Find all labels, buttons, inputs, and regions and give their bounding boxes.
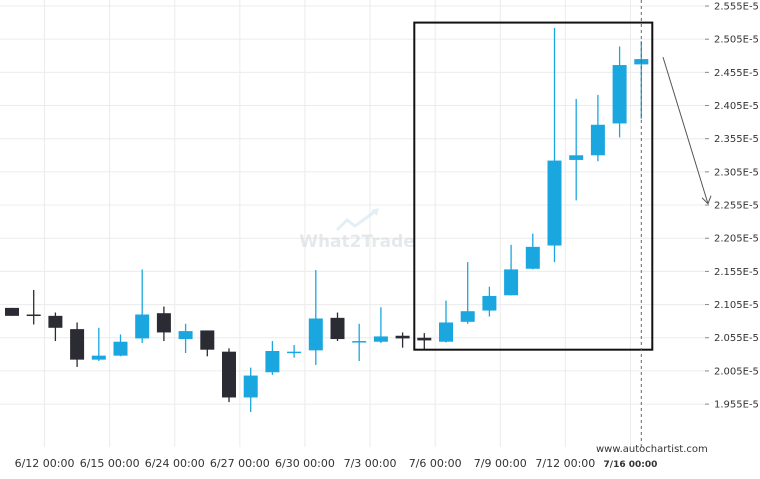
x-tick-label: 6/30 00:00 xyxy=(275,457,335,470)
x-axis: 6/12 00:00 6/15 00:00 6/24 00:00 6/27 00:00… xyxy=(15,457,658,470)
candle-body xyxy=(200,330,215,350)
forecast-arrow-head-icon xyxy=(701,195,712,205)
y-tick-label: 1.955E-5 xyxy=(714,400,759,411)
candle xyxy=(373,307,388,344)
candle-body xyxy=(243,375,258,398)
candle xyxy=(5,307,19,316)
candle-body xyxy=(91,355,106,360)
candle-body xyxy=(460,311,475,322)
x-tick-label: 7/3 00:00 xyxy=(344,457,397,470)
candle xyxy=(330,312,345,342)
x-tick-label: 6/24 00:00 xyxy=(145,457,205,470)
forecast-arrow-line xyxy=(662,56,709,204)
candle-body xyxy=(26,314,41,317)
candle xyxy=(352,323,367,361)
y-tick-label: 2.555E-5 xyxy=(714,2,759,13)
x-tick-label: 7/6 00:00 xyxy=(409,457,462,470)
y-tick-label: 2.405E-5 xyxy=(714,101,759,112)
x-tick-label: 7/9 00:00 xyxy=(474,457,527,470)
candle xyxy=(525,233,540,270)
candle xyxy=(569,98,584,201)
candle xyxy=(417,333,432,350)
y-tick-label: 2.155E-5 xyxy=(714,267,759,278)
candle-body xyxy=(569,155,584,160)
x-tick-label: 7/12 00:00 xyxy=(535,457,595,470)
candle xyxy=(135,269,150,344)
candle-body xyxy=(590,124,605,156)
candle xyxy=(70,322,85,367)
candle-body xyxy=(308,318,323,351)
candle xyxy=(460,262,475,324)
candle xyxy=(547,27,562,263)
candle-body xyxy=(222,351,236,398)
candle-body xyxy=(373,336,388,342)
pattern-overlay xyxy=(413,0,712,447)
candle xyxy=(26,289,41,325)
candle xyxy=(48,312,63,342)
watermark-logo-icon xyxy=(335,208,379,232)
candle xyxy=(113,334,128,357)
candle-body xyxy=(48,315,63,328)
candle xyxy=(395,332,410,348)
watermark-text: What2Trade xyxy=(299,232,415,252)
candle-body xyxy=(287,351,302,354)
candle-body xyxy=(5,307,19,316)
candle-body xyxy=(352,341,367,343)
candle xyxy=(222,348,236,403)
x-tick-label: 7/16 00:00 xyxy=(604,460,658,470)
y-axis: 2.555E-5 2.505E-5 2.455E-5 2.405E-5 2.355E-5… xyxy=(705,2,759,411)
candle xyxy=(590,94,605,162)
candle xyxy=(200,330,215,357)
candle xyxy=(612,46,627,138)
candle-body xyxy=(178,331,193,340)
candle-body xyxy=(504,269,519,296)
candles xyxy=(5,27,649,413)
pattern-box xyxy=(413,21,654,351)
candle xyxy=(91,327,106,361)
y-tick-label: 2.005E-5 xyxy=(714,366,759,377)
candle-body xyxy=(330,317,345,340)
y-tick-label: 2.255E-5 xyxy=(714,201,759,212)
candle-body xyxy=(265,351,280,373)
candle-body xyxy=(135,314,150,339)
x-tick-label: 6/15 00:00 xyxy=(80,457,140,470)
candle xyxy=(156,306,171,342)
candle-body xyxy=(525,246,540,269)
y-tick-label: 2.205E-5 xyxy=(714,234,759,245)
x-tick-label: 6/12 00:00 xyxy=(15,457,75,470)
y-tick-label: 2.305E-5 xyxy=(714,167,759,178)
x-tick-label: 6/27 00:00 xyxy=(210,457,270,470)
source-credit: www.autochartist.com xyxy=(596,444,708,455)
candle xyxy=(265,341,280,375)
candle-body xyxy=(439,322,453,342)
candle xyxy=(439,300,453,343)
grid-lines xyxy=(0,0,705,447)
candle-body xyxy=(156,313,171,333)
candle-body xyxy=(547,160,562,246)
candle xyxy=(287,345,302,358)
y-tick-label: 2.055E-5 xyxy=(714,333,759,344)
candle-body xyxy=(417,337,432,341)
candle xyxy=(243,367,258,413)
y-tick-label: 2.105E-5 xyxy=(714,300,759,311)
y-tick-label: 2.455E-5 xyxy=(714,68,759,79)
watermark: What2Trade xyxy=(299,208,415,252)
candle-body xyxy=(70,329,85,360)
candle xyxy=(308,270,323,365)
candle-body xyxy=(395,335,410,339)
candle xyxy=(178,323,193,354)
candle xyxy=(482,286,497,317)
candle-body xyxy=(482,295,497,311)
candle-body xyxy=(612,65,627,124)
candle xyxy=(504,244,519,296)
y-tick-label: 2.355E-5 xyxy=(714,134,759,145)
candle-body xyxy=(113,341,128,356)
y-tick-label: 2.505E-5 xyxy=(714,35,759,46)
